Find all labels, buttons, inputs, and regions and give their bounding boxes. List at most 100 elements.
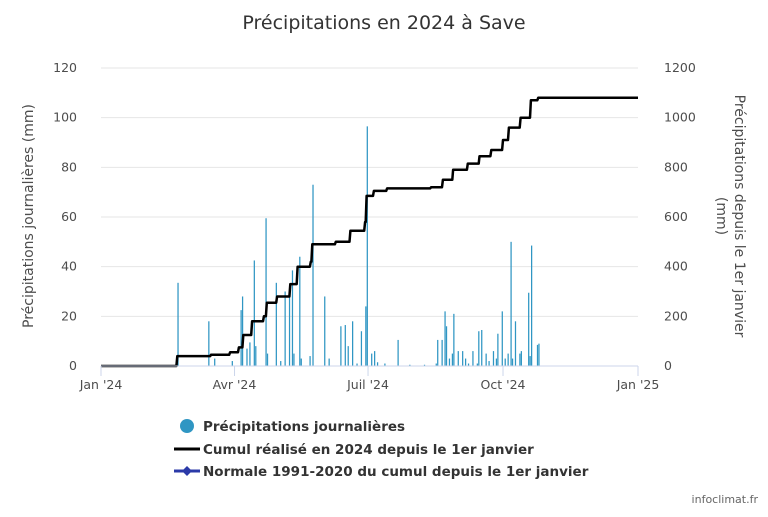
legend-item-daily[interactable]: Précipitations journalières [180,419,405,435]
daily-bar[interactable] [356,363,358,366]
daily-bar[interactable] [495,358,498,366]
daily-bar[interactable] [344,325,346,366]
legend-item-cumul[interactable]: Cumul réalisé en 2024 depuis le 1er janv… [174,442,534,458]
daily-bar[interactable] [376,362,379,366]
y-right-tick-label: 800 [664,159,688,174]
daily-bar[interactable] [177,282,179,366]
daily-bar[interactable] [365,306,367,366]
daily-bar[interactable] [488,361,490,366]
daily-bar[interactable] [531,245,533,366]
daily-bar[interactable] [397,339,399,366]
x-tick-label: Avr '24 [213,377,257,392]
daily-bar[interactable] [511,358,514,366]
daily-bar[interactable] [451,353,454,366]
daily-bar[interactable] [249,342,251,366]
daily-bar[interactable] [340,326,342,366]
daily-bar[interactable] [485,353,487,366]
daily-bar[interactable] [501,311,503,366]
daily-bar[interactable] [504,358,506,366]
daily-bar[interactable] [437,339,439,366]
daily-bar[interactable] [510,241,512,366]
daily-bar[interactable] [265,218,267,366]
y-left-tick-label: 0 [69,358,77,373]
daily-bar[interactable] [299,256,301,366]
x-axis-ticks: Jan '24 Avr '24 Juil '24 Oct '24 Jan '25 [79,366,660,392]
y-right-tick-label: 1000 [664,110,696,125]
daily-bar[interactable] [214,358,216,366]
daily-bar[interactable] [208,321,210,366]
daily-bar[interactable] [464,358,467,366]
daily-bar[interactable] [476,363,478,366]
daily-bar[interactable] [514,321,517,366]
grid-lines [101,67,638,317]
daily-bar[interactable] [347,346,349,366]
daily-bar[interactable] [275,282,277,366]
daily-bars [177,126,540,367]
daily-bar[interactable] [444,311,446,366]
y-left-tick-label: 60 [61,209,77,224]
legend: Précipitations journalières Cumul réalis… [174,419,589,480]
daily-bar[interactable] [374,351,376,366]
legend-normal-label: Normale 1991-2020 du cumul depuis le 1er… [203,464,589,480]
daily-bar[interactable] [481,329,483,366]
daily-bar[interactable] [520,351,522,366]
daily-bar[interactable] [528,292,530,366]
daily-bar[interactable] [253,260,255,366]
credits-link[interactable]: infoclimat.fr [692,493,759,506]
daily-bar[interactable] [366,126,368,366]
daily-bar[interactable] [240,310,242,366]
daily-bar[interactable] [284,291,286,367]
daily-bar[interactable] [288,296,291,366]
daily-bar[interactable] [519,353,521,366]
legend-normal-diamond [182,466,192,476]
x-tick-label: Jan '24 [79,377,123,392]
daily-bar[interactable] [231,361,233,366]
daily-bar[interactable] [462,351,464,366]
y-left-tick-label: 80 [61,159,77,174]
y-left-axis-title: Précipitations journalières (mm) [21,104,37,328]
daily-bar[interactable] [352,321,354,366]
daily-bar[interactable] [280,361,282,366]
daily-bar[interactable] [324,296,326,366]
daily-bar[interactable] [423,364,426,366]
daily-bar[interactable] [360,331,363,366]
daily-bar[interactable] [409,364,411,366]
daily-bar[interactable] [300,358,302,366]
legend-item-normal[interactable]: Normale 1991-2020 du cumul depuis le 1er… [174,464,589,480]
daily-bar[interactable] [529,356,531,366]
daily-bar[interactable] [467,363,470,366]
daily-bar[interactable] [328,358,330,366]
daily-bar[interactable] [312,184,314,366]
daily-bar[interactable] [255,346,257,366]
daily-bar[interactable] [371,353,373,366]
daily-bar[interactable] [507,353,509,366]
daily-bar[interactable] [448,358,451,366]
daily-bar[interactable] [384,363,386,366]
y-left-tick-label: 120 [53,60,77,75]
daily-bar[interactable] [435,363,437,366]
daily-bar[interactable] [291,270,294,366]
daily-bar[interactable] [478,331,480,366]
y-left-tick-label: 20 [61,308,77,323]
daily-bar[interactable] [536,344,539,366]
daily-bar[interactable] [309,356,311,366]
daily-bar[interactable] [445,326,448,366]
daily-bar[interactable] [246,348,248,366]
daily-bar[interactable] [293,353,295,366]
daily-bar[interactable] [492,351,495,366]
daily-bar[interactable] [538,343,540,366]
daily-bar[interactable] [241,296,244,366]
x-tick-label: Juil '24 [346,377,389,392]
x-tick-label: Jan '25 [616,377,660,392]
cumul-line[interactable] [101,96,639,368]
daily-bar[interactable] [497,333,499,366]
daily-bar[interactable] [441,339,443,366]
y-right-axis-title-line1: Précipitations depuis le 1er janvier [731,95,747,338]
daily-bar[interactable] [266,353,269,366]
y-right-tick-label: 400 [664,259,688,274]
daily-bar[interactable] [457,351,459,366]
daily-bar[interactable] [472,351,474,366]
daily-bar[interactable] [453,313,455,366]
